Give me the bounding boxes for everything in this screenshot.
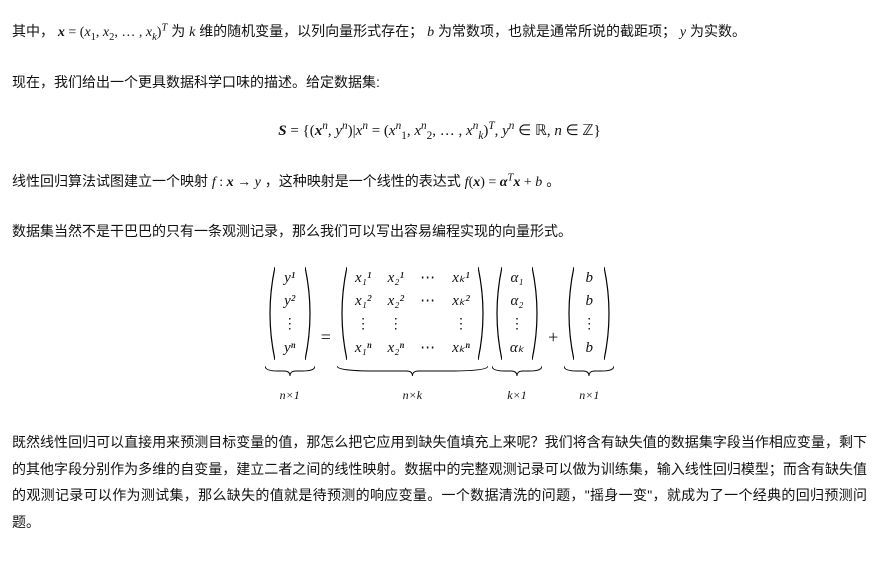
text: , (495, 123, 503, 139)
var-k: k (189, 25, 195, 40)
text: ∈ ℝ, (514, 123, 554, 139)
text: : (216, 175, 227, 190)
text: , … , (114, 25, 146, 40)
paragraph-2: 现在，我们给出一个更具数据科学口味的描述。给定数据集: (12, 69, 867, 96)
paragraph-1: 其中， x = (x1, x2, … , xk)T 为 k 维的随机变量，以列向… (12, 18, 867, 47)
sup: T (161, 22, 167, 33)
text: = ( (368, 123, 389, 139)
text: ，这种映射是一个线性的表达式 (265, 173, 465, 189)
paragraph-3: 线性回归算法试图建立一个映射 f : x → y ，这种映射是一个线性的表达式 … (12, 168, 867, 197)
var: b (535, 175, 542, 190)
var: x (466, 123, 473, 139)
var: y (255, 175, 261, 190)
text: )| (348, 123, 356, 139)
equation-matrix: y¹y²⋮yⁿ n×1 = x₁¹x₂¹⋯xₖ¹x₁²x₂²⋯xₖ²⋮⋮⋮x₁ⁿ… (12, 267, 867, 407)
text: 为常数项，也就是通常所说的截距项； (438, 23, 676, 39)
text: 线性回归算法试图建立一个映射 (12, 173, 212, 189)
text: , … , (432, 123, 466, 139)
var: x (389, 123, 396, 139)
paragraph-4: 数据集当然不是干巴巴的只有一条观测记录，那么我们可以写出容易编程实现的向量形式。 (12, 218, 867, 245)
text: 维的随机变量，以列向量形式存在； (199, 23, 423, 39)
var: n (554, 123, 562, 139)
text: ∈ ℤ} (562, 123, 601, 139)
text: ) = (480, 175, 500, 190)
paragraph-5: 既然线性回归可以直接用来预测目标变量的值，那怎么把它应用到缺失值填充上来呢？我们… (12, 429, 867, 535)
text: 为实数。 (690, 23, 746, 39)
text: 其中， (12, 23, 54, 39)
text: , (96, 25, 103, 40)
var: x (414, 123, 421, 139)
var: α (500, 175, 508, 190)
var-S: S (278, 123, 286, 139)
text: = ( (65, 25, 85, 40)
var-y: y (680, 25, 686, 40)
text: + (520, 175, 535, 190)
var: y (502, 123, 509, 139)
equation-set-definition: S = {(xn, yn)|xn = (xn1, xn2, … , xnk)T,… (12, 117, 867, 146)
text: → (234, 175, 255, 190)
text: = {( (287, 123, 315, 139)
var: x (227, 175, 234, 190)
text: 为 (171, 23, 189, 39)
var-x: x (58, 25, 65, 40)
text: 。 (546, 173, 560, 189)
var-b: b (427, 25, 434, 40)
